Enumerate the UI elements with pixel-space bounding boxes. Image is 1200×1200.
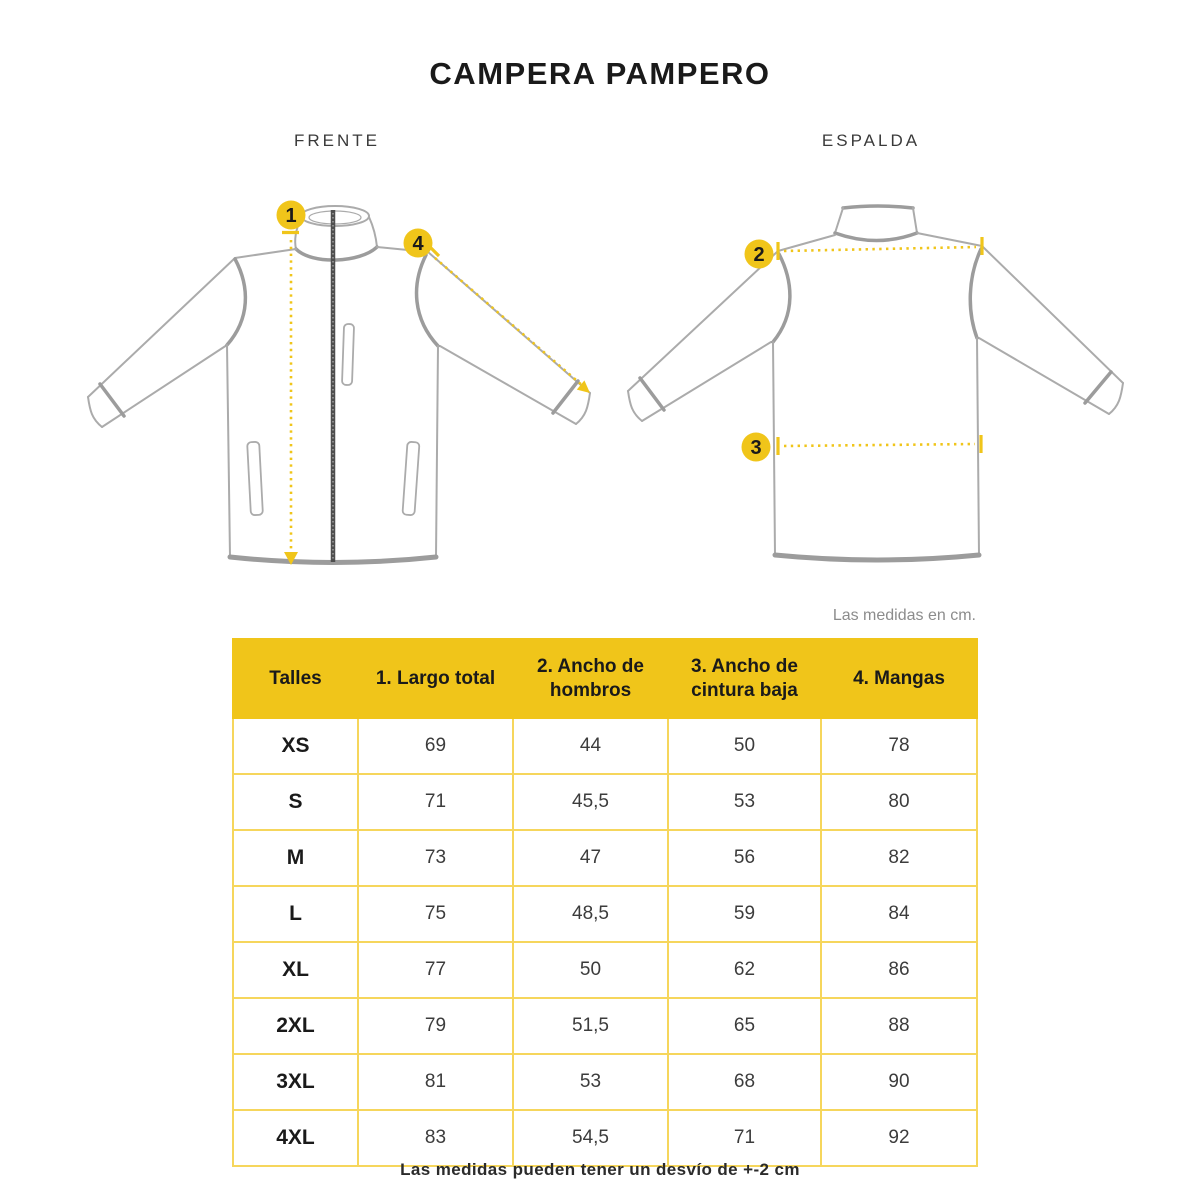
value-cell: 69: [357, 717, 514, 775]
table-row-xl: XL 77 50 62 86: [232, 941, 978, 999]
marker-4-number: 4: [412, 233, 424, 255]
marker-2-number: 2: [753, 244, 764, 266]
front-jacket-diagram: 1 4: [87, 200, 591, 565]
table-row-2xl: 2XL 79 51,5 65 88: [232, 997, 978, 1055]
value-cell: 68: [667, 1053, 822, 1111]
value-cell: 51,5: [512, 997, 669, 1055]
value-cell: 44: [512, 717, 669, 775]
column-header-ancho-cintura: 3. Ancho de cintura baja: [667, 638, 822, 719]
value-cell: 73: [357, 829, 514, 887]
column-header-ancho-hombros: 2. Ancho de hombros: [512, 638, 669, 719]
column-header-mangas: 4. Mangas: [820, 638, 978, 719]
size-cell: 2XL: [232, 997, 359, 1055]
table-row-l: L 75 48,5 59 84: [232, 885, 978, 943]
marker-1-badge: [276, 200, 306, 230]
marker-3-badge: [741, 432, 771, 462]
value-cell: 59: [667, 885, 822, 943]
value-cell: 80: [820, 773, 978, 831]
table-row-xs: XS 69 44 50 78: [232, 717, 978, 775]
column-header-largo-total: 1. Largo total: [357, 638, 514, 719]
value-cell: 47: [512, 829, 669, 887]
size-cell: XL: [232, 941, 359, 999]
size-cell: L: [232, 885, 359, 943]
value-cell: 53: [667, 773, 822, 831]
size-cell: XS: [232, 717, 359, 775]
marker-1-number: 1: [285, 205, 296, 227]
value-cell: 82: [820, 829, 978, 887]
value-cell: 88: [820, 997, 978, 1055]
table-row-m: M 73 47 56 82: [232, 829, 978, 887]
page-title: CAMPERA PAMPERO: [429, 56, 771, 91]
column-header-talles: Talles: [232, 638, 359, 719]
value-cell: 71: [357, 773, 514, 831]
value-cell: 45,5: [512, 773, 669, 831]
units-note: Las medidas en cm.: [832, 607, 976, 624]
chest-pocket: [341, 323, 355, 386]
value-cell: 54,5: [512, 1109, 669, 1167]
size-cell: M: [232, 829, 359, 887]
measure-line-cintura: [783, 442, 976, 448]
value-cell: 92: [820, 1109, 978, 1167]
value-cell: 71: [667, 1109, 822, 1167]
value-cell: 79: [357, 997, 514, 1055]
marker-4-badge: [403, 228, 433, 258]
table-row-4xl: 4XL 83 54,5 71 92: [232, 1109, 978, 1167]
back-jacket-diagram: 2 3: [627, 204, 1124, 563]
value-cell: 56: [667, 829, 822, 887]
left-pocket: [246, 441, 264, 516]
size-cell: 4XL: [232, 1109, 359, 1167]
size-chart-table: Talles 1. Largo total 2. Ancho de hombro…: [232, 638, 978, 1167]
value-cell: 65: [667, 997, 822, 1055]
value-cell: 50: [667, 717, 822, 775]
table-row-s: S 71 45,5 53 80: [232, 773, 978, 831]
right-pocket: [401, 441, 421, 516]
value-cell: 86: [820, 941, 978, 999]
size-cell: 3XL: [232, 1053, 359, 1111]
value-cell: 83: [357, 1109, 514, 1167]
value-cell: 48,5: [512, 885, 669, 943]
marker-3-number: 3: [750, 437, 761, 459]
header-row: Talles 1. Largo total 2. Ancho de hombro…: [232, 638, 978, 719]
back-jacket-outline: [627, 204, 1124, 563]
front-jacket-outline: [87, 205, 591, 565]
value-cell: 77: [357, 941, 514, 999]
value-cell: 53: [512, 1053, 669, 1111]
value-cell: 75: [357, 885, 514, 943]
measure-line-hombros: [783, 245, 977, 253]
size-cell: S: [232, 773, 359, 831]
back-measure-annotations: 2 3: [741, 237, 984, 462]
back-view-label: ESPALDA: [821, 131, 921, 150]
table-row-3xl: 3XL 81 53 68 90: [232, 1053, 978, 1111]
value-cell: 84: [820, 885, 978, 943]
front-view-label: FRENTE: [294, 131, 380, 150]
footer-note: Las medidas pueden tener un desvío de +-…: [400, 1160, 800, 1179]
front-measure-annotations: 1 4: [276, 200, 590, 565]
value-cell: 81: [357, 1053, 514, 1111]
value-cell: 90: [820, 1053, 978, 1111]
marker-2-badge: [744, 239, 774, 269]
value-cell: 50: [512, 941, 669, 999]
value-cell: 78: [820, 717, 978, 775]
value-cell: 62: [667, 941, 822, 999]
